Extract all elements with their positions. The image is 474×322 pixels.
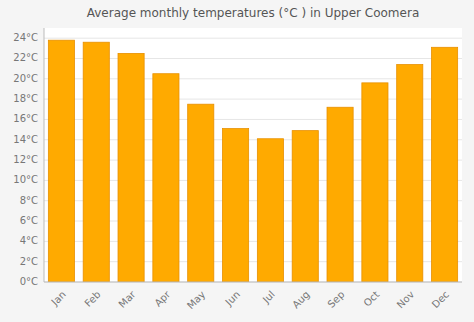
x-tick-label: Nov bbox=[395, 289, 417, 311]
x-tick-label: Dec bbox=[430, 289, 451, 310]
y-tick-label: 24°C bbox=[13, 32, 38, 43]
x-tick-label: Oct bbox=[361, 289, 381, 309]
y-axis-line bbox=[44, 28, 45, 282]
x-tick-label: Aug bbox=[290, 289, 312, 311]
x-tick-label: Jun bbox=[223, 289, 243, 309]
grid-line bbox=[44, 38, 462, 39]
chart: 0°C 2°C 4°C 6°C 8°C 10°C 12°C 14°C 16°C 18°C 20°C 2… bbox=[0, 0, 474, 322]
bar bbox=[327, 107, 353, 282]
x-tick-label: Sep bbox=[325, 289, 346, 310]
y-tick-label: 12°C bbox=[13, 154, 38, 165]
x-tick-label: Feb bbox=[82, 289, 102, 309]
x-axis: Jan Feb Mar Apr May Jun Jul Aug Sep Oct Nov Dec bbox=[44, 282, 462, 311]
y-axis: 0°C 2°C 4°C 6°C 8°C 10°C 12°C 14°C 16°C 18°C 20°C 2… bbox=[13, 28, 44, 287]
plot-area bbox=[44, 28, 462, 282]
y-tick-label: 4°C bbox=[20, 235, 38, 246]
x-tick-label: May bbox=[185, 289, 207, 311]
x-tick-label: Jan bbox=[49, 289, 68, 308]
bar bbox=[432, 47, 458, 282]
grid-line bbox=[44, 282, 462, 283]
y-tick-label: 6°C bbox=[20, 215, 38, 226]
x-axis-line bbox=[44, 282, 462, 283]
y-tick-label: 22°C bbox=[13, 52, 38, 63]
y-tick-label: 20°C bbox=[13, 73, 38, 84]
bar bbox=[188, 104, 214, 282]
bar bbox=[397, 65, 423, 282]
y-tick-label: 18°C bbox=[13, 93, 38, 104]
x-tick-label: Mar bbox=[116, 288, 138, 310]
y-tick-label: 16°C bbox=[13, 113, 38, 124]
y-tick-label: 8°C bbox=[20, 195, 38, 206]
x-tick-label: Jul bbox=[260, 289, 277, 306]
bar bbox=[257, 139, 283, 282]
y-tick-label: 0°C bbox=[20, 276, 38, 287]
bar bbox=[362, 83, 388, 282]
bar bbox=[153, 74, 179, 282]
bar bbox=[223, 129, 249, 282]
title: Average monthly temperatures (°C ) in Up… bbox=[87, 6, 419, 20]
y-tick-label: 2°C bbox=[20, 256, 38, 267]
y-tick-label: 10°C bbox=[13, 174, 38, 185]
bar bbox=[83, 42, 109, 282]
grid bbox=[44, 38, 462, 282]
y-tick-label: 14°C bbox=[13, 134, 38, 145]
bar bbox=[292, 131, 318, 282]
bars bbox=[48, 40, 457, 282]
bar bbox=[48, 40, 74, 282]
x-tick-label: Apr bbox=[152, 288, 173, 309]
bar bbox=[118, 53, 144, 282]
